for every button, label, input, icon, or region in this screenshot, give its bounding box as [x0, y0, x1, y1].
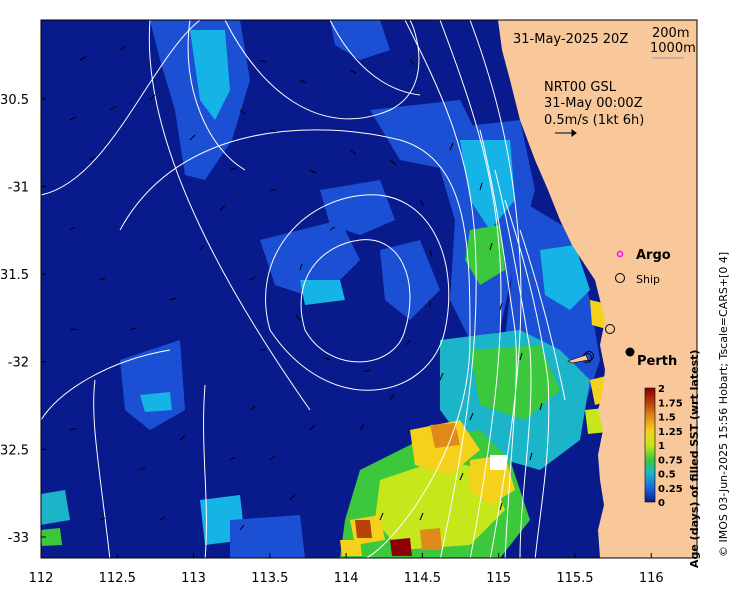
city-label-perth: Perth [637, 354, 677, 369]
y-tick-label: -31 [8, 180, 29, 195]
y-tick-label: -33 [8, 531, 29, 546]
isobath-label-200m: 200m [652, 26, 689, 41]
credit-text: © IMOS 03-Jun-2025 15:56 Hobart; Tscale=… [717, 252, 730, 557]
colorbar-ticks: 2 1.75 1.5 1.25 1 0.75 0.5 0.25 0 [658, 384, 683, 509]
colorbar-tick-label: 1.75 [658, 398, 683, 409]
y-axis-ticks: -30.5 -31 -31.5 -32 -32.5 -33 [0, 93, 46, 546]
ship-marker-icon [615, 273, 625, 283]
x-tick-label: 114 [334, 571, 359, 586]
colorbar-tick-label: 1.5 [658, 413, 676, 424]
colorbar-tick-label: 0.75 [658, 455, 683, 466]
legend-argo-label: Argo [636, 248, 671, 263]
argo-marker-icon [616, 250, 624, 258]
colorbar-tick-label: 0.5 [658, 470, 676, 481]
colorbar: 2 1.75 1.5 1.25 1 0.75 0.5 0.25 0 [644, 384, 683, 509]
y-tick-label: -32 [8, 356, 29, 371]
y-tick-label: -32.5 [0, 443, 29, 458]
colorbar-tick-label: 0 [658, 498, 665, 509]
scale-arrow [555, 129, 577, 137]
x-tick-label: 115.5 [556, 571, 593, 586]
x-tick-label: 112 [29, 571, 54, 586]
date-label: 31-May-2025 20Z [513, 32, 628, 47]
contour-lines [41, 20, 566, 558]
legend-ship-label: Ship [636, 273, 660, 286]
rottnest-island [567, 354, 589, 364]
current-vectors [69, 45, 543, 531]
x-tick-label: 113.5 [251, 571, 288, 586]
isobath-label-1000m: 1000m [650, 41, 696, 56]
perth-marker-icon [625, 347, 635, 357]
x-tick-label: 112.5 [99, 571, 136, 586]
current-product-label: NRT00 GSL [544, 80, 617, 95]
x-tick-label: 115 [486, 571, 511, 586]
current-scale-label: 0.5m/s (1kt 6h) [544, 113, 644, 128]
x-tick-label: 114.5 [404, 571, 441, 586]
y-tick-label: -31.5 [0, 268, 29, 283]
x-tick-label: 113 [181, 571, 206, 586]
colorbar-tick-label: 2 [658, 384, 665, 395]
plot-frame [40, 19, 698, 559]
colorbar-title: Age (days) of filled SST (wrt latest) [688, 350, 701, 568]
sst-age-warm-patches [340, 300, 612, 558]
colorbar-tick-label: 1 [658, 441, 665, 452]
current-time-label: 31-May 00:00Z [544, 96, 643, 111]
colorbar-tick-label: 0.25 [658, 484, 683, 495]
colorbar-bar [644, 387, 656, 503]
y-tick-label: -30.5 [0, 93, 29, 108]
x-tick-label: 116 [639, 571, 664, 586]
x-axis-ticks: 112 112.5 113 113.5 114 114.5 115 115.5 116 [29, 553, 664, 586]
map-plot-area [41, 20, 697, 558]
colorbar-tick-label: 1.25 [658, 427, 683, 438]
